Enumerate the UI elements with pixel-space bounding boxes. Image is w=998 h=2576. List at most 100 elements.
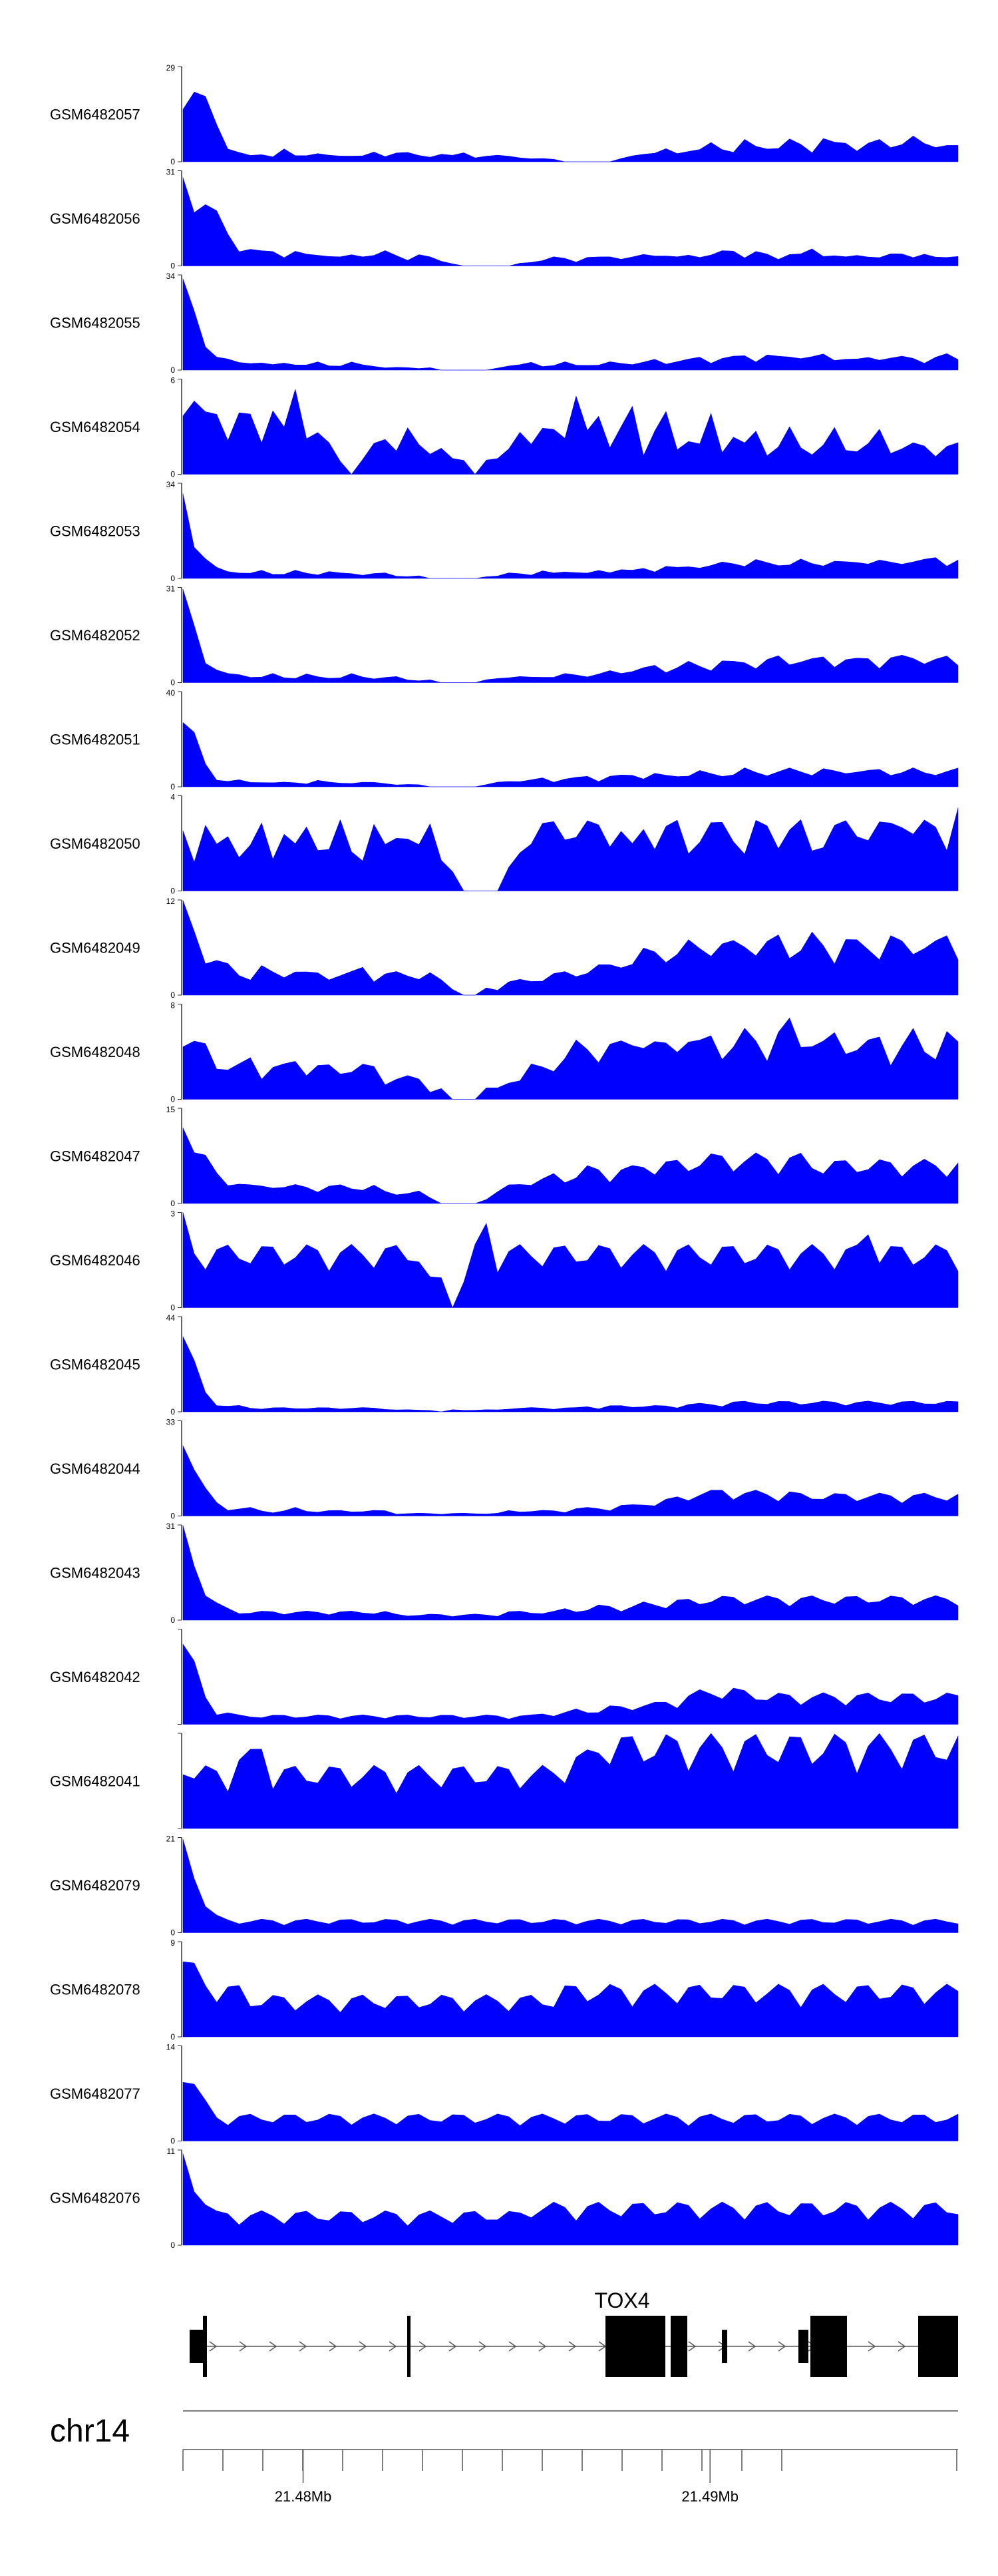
track-ymin-label: 0 — [170, 2032, 175, 2041]
gene-strand-chevron — [538, 2341, 547, 2352]
gene-exon — [918, 2316, 958, 2377]
gene-exon — [203, 2316, 207, 2377]
track-label: GSM6482056 — [50, 210, 140, 227]
track-ymin-label: 0 — [170, 782, 175, 791]
gene-exon — [605, 2316, 665, 2377]
coverage-area-GSM6482049 — [182, 900, 959, 996]
track-label: GSM6482053 — [50, 523, 140, 540]
coverage-area-GSM6482042 — [182, 1643, 959, 1725]
track-label: GSM6482044 — [50, 1460, 140, 1477]
track-label: GSM6482054 — [50, 419, 140, 435]
track-label: GSM6482042 — [50, 1669, 140, 1685]
track-label: GSM6482076 — [50, 2190, 140, 2207]
track-ymax-label: 12 — [166, 897, 176, 906]
track-label: GSM6482043 — [50, 1565, 140, 1582]
coverage-area-GSM6482043 — [182, 1525, 959, 1621]
track-ymin-label: 0 — [170, 574, 175, 583]
track-ymin-label: 0 — [170, 470, 175, 479]
track-label: GSM6482077 — [50, 2085, 140, 2102]
coverage-area-GSM6482041 — [182, 1733, 959, 1829]
gene-strand-chevron — [209, 2341, 218, 2352]
axis-tick-label: 21.49Mb — [681, 2488, 739, 2505]
coverage-area-GSM6482054 — [182, 388, 959, 475]
chromosome-label: chr14 — [50, 2414, 130, 2449]
coverage-area-GSM6482047 — [182, 1128, 959, 1204]
track-ymin-label: 0 — [170, 262, 175, 271]
track-ymin-label: 0 — [170, 1407, 175, 1416]
track-ymin-label: 0 — [170, 157, 175, 166]
track-ymin-label: 0 — [170, 1928, 175, 1938]
coverage-area-GSM6482078 — [182, 1961, 959, 2038]
track-ymax-label: 15 — [166, 1105, 176, 1114]
gene-strand-chevron — [239, 2341, 248, 2352]
track-ymin-label: 0 — [170, 1303, 175, 1313]
gene-strand-chevron — [688, 2341, 697, 2352]
coverage-area-GSM6482053 — [182, 493, 959, 579]
gene-exon — [407, 2316, 411, 2377]
gene-strand-chevron — [329, 2341, 337, 2352]
coverage-area-GSM6482045 — [182, 1336, 959, 1412]
track-ymax-label: 40 — [166, 688, 176, 698]
track-ymax-label: 31 — [166, 1522, 176, 1531]
track-ymin-label: 0 — [170, 887, 175, 896]
track-label: GSM6482057 — [50, 107, 140, 123]
track-ymin-label: 0 — [170, 1199, 175, 1208]
track-label: GSM6482050 — [50, 835, 140, 852]
track-label: GSM6482078 — [50, 1982, 140, 1998]
track-ymax-label: 4 — [170, 793, 175, 802]
coverage-area-GSM6482057 — [182, 91, 959, 162]
gene-exon — [798, 2330, 808, 2363]
axis-tick-label: 21.48Mb — [275, 2488, 332, 2505]
gene-strand-chevron — [748, 2341, 756, 2352]
coverage-area-GSM6482079 — [182, 1838, 959, 1933]
track-ymax-label: 14 — [166, 2043, 176, 2052]
track-ymax-label: 33 — [166, 1418, 176, 1427]
coverage-area-GSM6482044 — [182, 1445, 959, 1516]
gene-strand-chevron — [269, 2341, 277, 2352]
gene-strand-chevron — [478, 2341, 487, 2352]
track-ymax-label: 29 — [166, 63, 176, 73]
track-label: GSM6482041 — [50, 1773, 140, 1790]
track-label: GSM6482048 — [50, 1044, 140, 1060]
track-ymax-label: 31 — [166, 584, 176, 594]
gene-strand-chevron — [299, 2341, 307, 2352]
coverage-area-GSM6482048 — [182, 1017, 959, 1100]
track-ymax-label: 9 — [170, 1938, 175, 1948]
track-label: GSM6482055 — [50, 315, 140, 331]
track-label: GSM6482049 — [50, 940, 140, 957]
track-ymax-label: 44 — [166, 1313, 176, 1323]
track-label: GSM6482052 — [50, 627, 140, 644]
track-ymax-label: 31 — [166, 168, 176, 177]
gene-strand-chevron — [568, 2341, 577, 2352]
gene-exon — [722, 2330, 727, 2363]
gene-exon — [810, 2316, 847, 2377]
gene-strand-chevron — [359, 2341, 367, 2352]
gene-strand-chevron — [389, 2341, 397, 2352]
track-ymin-label: 0 — [170, 1512, 175, 1521]
track-ymin-label: 0 — [170, 2137, 175, 2146]
coverage-area-GSM6482051 — [182, 722, 959, 787]
track-label: GSM6482045 — [50, 1357, 140, 1373]
track-ymax-label: 6 — [170, 376, 175, 385]
track-ymin-label: 0 — [170, 1095, 175, 1104]
gene-strand-chevron — [508, 2341, 517, 2352]
coverage-area-GSM6482076 — [182, 2153, 959, 2246]
gene-strand-chevron — [418, 2341, 427, 2352]
gene-exon — [190, 2330, 203, 2363]
track-ymax-label: 11 — [167, 2147, 176, 2156]
gene-strand-chevron — [868, 2341, 876, 2352]
track-label: GSM6482051 — [50, 732, 140, 748]
track-label: GSM6482047 — [50, 1148, 140, 1165]
coverage-area-GSM6482050 — [182, 807, 959, 891]
track-ymax-label: 3 — [170, 1209, 175, 1219]
gene-exon — [671, 2316, 687, 2377]
coverage-area-GSM6482046 — [182, 1212, 959, 1309]
track-ymin-label: 0 — [170, 1615, 175, 1625]
track-ymax-label: 8 — [170, 1001, 175, 1010]
track-ymin-label: 0 — [170, 990, 175, 1000]
track-label: GSM6482079 — [50, 1877, 140, 1894]
gene-label: TOX4 — [595, 2288, 650, 2312]
track-ymax-label: 34 — [166, 480, 176, 489]
coverage-area-GSM6482056 — [182, 177, 959, 266]
